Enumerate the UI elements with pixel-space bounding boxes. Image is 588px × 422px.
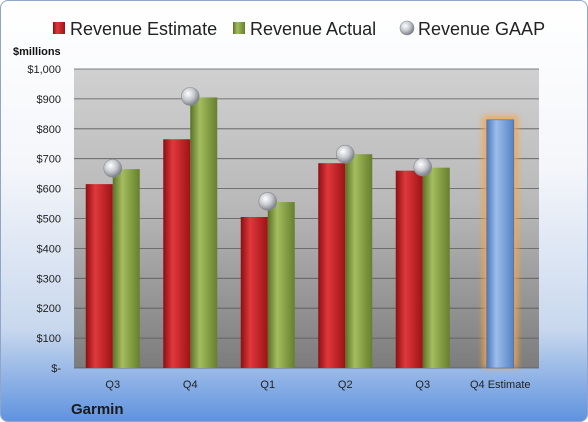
legend-swatch xyxy=(233,22,245,34)
y-tick-label: $300 xyxy=(37,273,61,285)
x-tick-label: Q4 Estimate xyxy=(470,379,531,391)
bar-revenue-actual xyxy=(190,97,218,368)
bar-revenue-estimate xyxy=(318,163,346,368)
legend: Revenue Estimate Revenue Actual Revenue GA… xyxy=(53,19,545,39)
legend-label: Revenue GAAP xyxy=(418,19,545,39)
legend-revenue-estimate: Revenue Estimate xyxy=(53,19,217,39)
y-tick-label: $1,000 xyxy=(27,64,61,76)
y-axis-unit-label: $millions xyxy=(13,46,61,58)
bar-revenue-estimate xyxy=(163,139,191,368)
y-tick-label: $500 xyxy=(37,214,61,226)
x-tick-label: Q1 xyxy=(260,379,275,391)
legend-swatch xyxy=(399,20,415,36)
bars xyxy=(85,97,518,369)
bar-revenue-estimate xyxy=(395,170,423,368)
y-tick-label: $700 xyxy=(37,154,61,166)
x-axis-ticks: Q3 Q4 Q1 Q2 Q3 Q4 Estimate xyxy=(105,379,530,391)
bar-revenue-estimate xyxy=(85,184,113,368)
y-tick-label: $900 xyxy=(37,94,61,106)
y-tick-label: $200 xyxy=(37,303,61,315)
marker-revenue-gaap xyxy=(258,192,278,211)
marker-revenue-gaap xyxy=(103,158,123,178)
bar-revenue-actual xyxy=(112,169,140,368)
y-tick-label: $800 xyxy=(37,124,61,136)
bar-revenue-estimate xyxy=(240,217,268,368)
bar-revenue-actual xyxy=(345,154,373,368)
marker-revenue-gaap xyxy=(180,87,200,106)
x-tick-label: Q2 xyxy=(338,379,353,391)
y-tick-label: $400 xyxy=(37,243,61,255)
y-tick-label: $- xyxy=(51,363,61,375)
bar-revenue-actual xyxy=(267,202,295,368)
bar-q4-estimate xyxy=(486,119,515,369)
y-tick-label: $600 xyxy=(37,184,61,196)
bar-revenue-actual xyxy=(422,167,450,368)
legend-swatch xyxy=(53,22,65,34)
legend-label: Revenue Actual xyxy=(250,19,376,39)
marker-revenue-gaap xyxy=(335,144,355,164)
y-axis-ticks: $- $100 $200 $300 $400 $500 $600 $700 $800 $900 $1… xyxy=(27,64,61,375)
legend-revenue-actual: Revenue Actual xyxy=(233,19,376,39)
company-name: Garmin xyxy=(71,401,124,418)
gaap-markers xyxy=(103,87,433,211)
y-tick-label: $100 xyxy=(37,333,61,345)
legend-revenue-gaap: Revenue GAAP xyxy=(399,19,545,39)
x-tick-label: Q3 xyxy=(105,379,120,391)
gridlines xyxy=(74,68,539,369)
legend-label: Revenue Estimate xyxy=(70,19,217,39)
x-tick-label: Q4 xyxy=(183,379,198,391)
x-tick-label: Q3 xyxy=(415,379,430,391)
marker-revenue-gaap xyxy=(413,157,433,177)
